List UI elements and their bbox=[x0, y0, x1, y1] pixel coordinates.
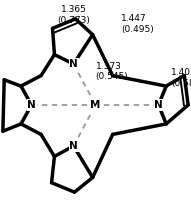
Text: 1.365
(0.773): 1.365 (0.773) bbox=[57, 5, 90, 25]
Text: N: N bbox=[69, 141, 78, 151]
Text: N: N bbox=[154, 100, 163, 110]
Text: 1.373
(0.545): 1.373 (0.545) bbox=[96, 62, 128, 81]
Text: 1.447
(0.495): 1.447 (0.495) bbox=[121, 14, 154, 34]
Text: N: N bbox=[27, 100, 36, 110]
Text: N: N bbox=[69, 59, 78, 69]
Text: 1.401
(0.581): 1.401 (0.581) bbox=[171, 68, 191, 88]
Text: M: M bbox=[90, 100, 101, 110]
